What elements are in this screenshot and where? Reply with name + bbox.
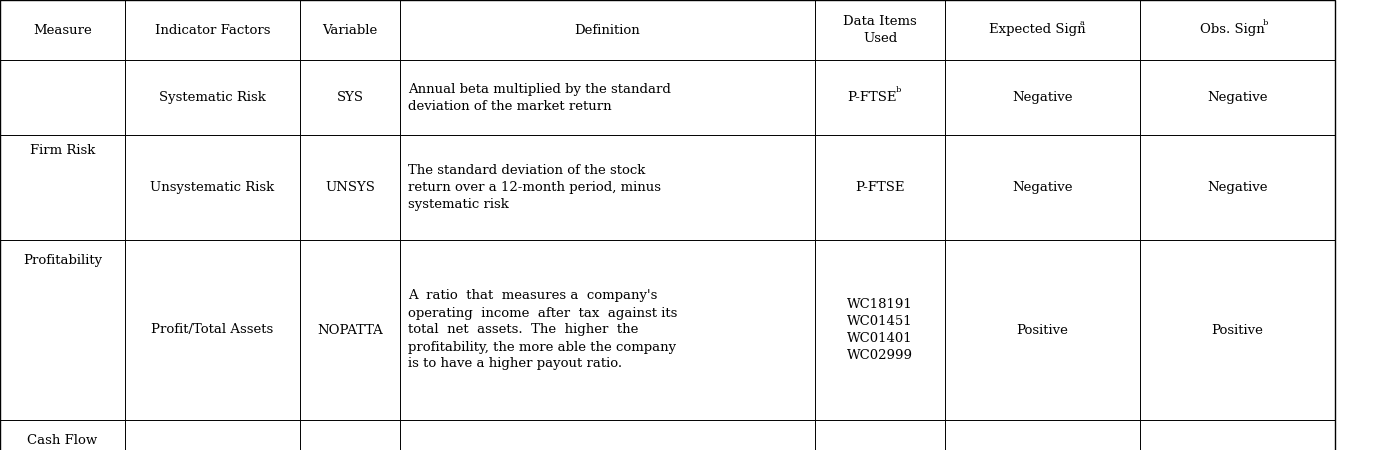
Text: Annual beta multiplied by the standard
deviation of the market return: Annual beta multiplied by the standard d… <box>408 82 671 112</box>
Text: Systematic Risk: Systematic Risk <box>159 91 266 104</box>
Text: P-FTSE: P-FTSE <box>848 91 896 104</box>
Text: Negative: Negative <box>1012 91 1073 104</box>
Text: Positive: Positive <box>1016 324 1068 337</box>
Text: Profitability: Profitability <box>22 254 102 267</box>
Text: Variable: Variable <box>322 23 378 36</box>
Text: Expected Sign: Expected Sign <box>990 23 1086 36</box>
Text: UNSYS: UNSYS <box>325 181 375 194</box>
Text: Firm Risk: Firm Risk <box>29 144 95 157</box>
Text: Positive: Positive <box>1211 324 1263 337</box>
Text: P-FTSE: P-FTSE <box>856 181 905 194</box>
Text: The standard deviation of the stock
return over a 12-month period, minus
systema: The standard deviation of the stock retu… <box>408 164 661 211</box>
Text: Measure: Measure <box>33 23 92 36</box>
Text: WC18191
WC01451
WC01401
WC02999: WC18191 WC01451 WC01401 WC02999 <box>848 298 913 362</box>
Text: Obs. Sign: Obs. Sign <box>1200 23 1264 36</box>
Text: A  ratio  that  measures a  company's
operating  income  after  tax  against its: A ratio that measures a company's operat… <box>408 289 677 370</box>
Text: Cash Flow: Cash Flow <box>28 434 98 447</box>
Text: Profit/Total Assets: Profit/Total Assets <box>152 324 273 337</box>
Text: Indicator Factors: Indicator Factors <box>155 23 270 36</box>
Text: a: a <box>1080 19 1085 27</box>
Text: Negative: Negative <box>1207 181 1267 194</box>
Text: NOPATTA: NOPATTA <box>316 324 383 337</box>
Text: Definition: Definition <box>574 23 640 36</box>
Text: Negative: Negative <box>1012 181 1073 194</box>
Text: Negative: Negative <box>1207 91 1267 104</box>
Text: b: b <box>895 86 901 94</box>
Text: SYS: SYS <box>336 91 364 104</box>
Text: Data Items
Used: Data Items Used <box>843 15 917 45</box>
Text: b: b <box>1263 19 1269 27</box>
Text: Unsystematic Risk: Unsystematic Risk <box>151 181 275 194</box>
